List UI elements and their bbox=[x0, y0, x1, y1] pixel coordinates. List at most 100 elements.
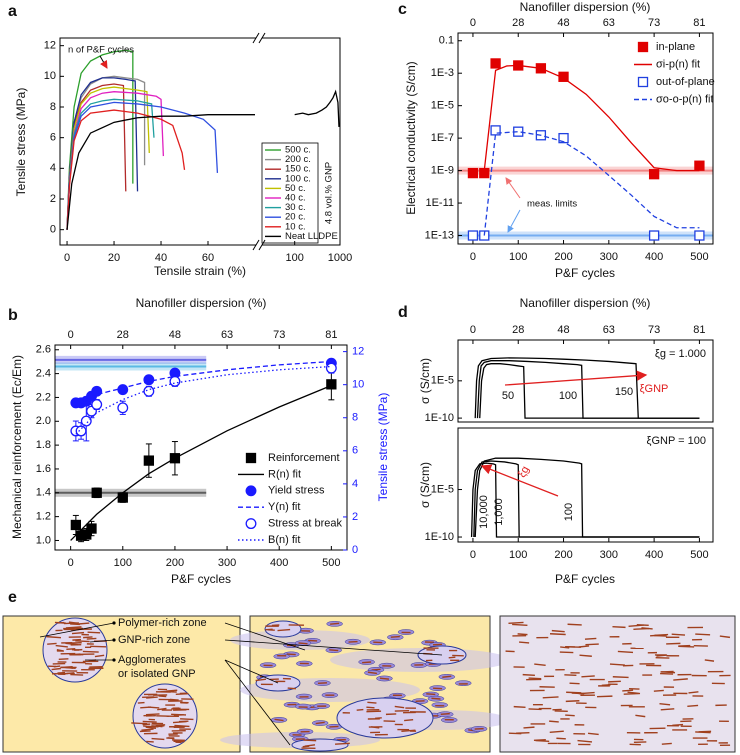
gnp-flake bbox=[542, 696, 559, 699]
gnp-flake bbox=[653, 689, 664, 692]
y-tick-label: 1E-9 bbox=[431, 164, 454, 176]
x-tick-label: 0 bbox=[64, 252, 70, 264]
x2-tick-label: 0 bbox=[68, 329, 74, 341]
legend-label: 10 c. bbox=[285, 221, 306, 232]
data-point bbox=[143, 374, 155, 386]
legend-label: 40 c. bbox=[285, 193, 306, 204]
legend-label: Yield stress bbox=[268, 485, 325, 497]
y-axis-title: σ (S/cm) bbox=[418, 462, 432, 508]
y-tick-label: 8 bbox=[50, 101, 56, 113]
x2-tick-label: 48 bbox=[557, 17, 569, 29]
x2-tick-label: 28 bbox=[117, 329, 129, 341]
gnp-flake bbox=[70, 673, 84, 676]
gnp-flake bbox=[329, 649, 339, 652]
fit-line bbox=[75, 360, 332, 406]
gnp-flake bbox=[366, 706, 375, 709]
gnp-flake bbox=[65, 642, 79, 646]
data-point bbox=[326, 379, 337, 390]
x-axis-title: P&F cycles bbox=[555, 572, 615, 586]
x-tick-label: 20 bbox=[108, 252, 120, 264]
gnp-flake bbox=[298, 642, 308, 645]
fit-line bbox=[70, 384, 332, 541]
gnp-flake bbox=[401, 729, 416, 732]
gnp-flake bbox=[426, 693, 436, 696]
gnp-flake bbox=[64, 672, 75, 675]
x2-axis-title: Nanofiller dispersion (%) bbox=[136, 296, 267, 310]
annotation: 4.8 vol.% GNP bbox=[324, 162, 335, 224]
x2-tick-label: 63 bbox=[221, 329, 233, 341]
y-tick-label: 1.8 bbox=[36, 439, 51, 451]
gnp-flake bbox=[271, 624, 280, 627]
gnp-flake bbox=[78, 622, 90, 625]
x2-tick-label: 73 bbox=[648, 17, 660, 29]
y-tick-label: 1E-5 bbox=[431, 375, 454, 387]
annotation: ξg = 1.000 bbox=[655, 348, 706, 360]
data-point bbox=[117, 402, 129, 414]
gnp-flake bbox=[330, 622, 340, 625]
legend-label: 500 c. bbox=[285, 145, 311, 156]
legend-label: 50 c. bbox=[285, 183, 306, 194]
gnp-flake bbox=[551, 629, 565, 633]
gnp-flake bbox=[308, 639, 318, 642]
y-tick-label: 1.6 bbox=[36, 463, 51, 475]
gnp-flake bbox=[673, 678, 688, 681]
x-tick-label: 0 bbox=[470, 549, 476, 561]
gnp-flake bbox=[678, 645, 695, 648]
data-point bbox=[558, 132, 569, 144]
gnp-flake bbox=[597, 695, 613, 698]
y-tick-label: 1E-10 bbox=[425, 531, 454, 543]
x2-tick-label: 28 bbox=[512, 324, 524, 336]
gnp-flake bbox=[180, 718, 194, 721]
y-axis-title: Electrical conductivity (S/cm) bbox=[404, 61, 418, 214]
y2-tick-label: 2 bbox=[352, 511, 358, 523]
panel-letter: d bbox=[398, 304, 408, 321]
y-axis-title: Mechanical reinforcement (Ec/Em) bbox=[10, 355, 24, 539]
data-point bbox=[86, 523, 97, 534]
gnp-flake bbox=[145, 726, 157, 729]
panel-letter: b bbox=[8, 307, 18, 324]
gnp-flake bbox=[54, 621, 67, 624]
gnp-flake bbox=[587, 732, 599, 736]
data-point bbox=[117, 384, 129, 396]
gnp-flake bbox=[72, 638, 82, 641]
x2-tick-label: 0 bbox=[470, 324, 476, 336]
x-tick-label: 400 bbox=[270, 557, 288, 569]
gnp-flake bbox=[513, 705, 526, 708]
gnp-flake bbox=[660, 671, 676, 674]
y2-tick-label: 6 bbox=[352, 445, 358, 457]
x-tick-label: 100 bbox=[114, 557, 132, 569]
x-tick-label: 500 bbox=[322, 557, 340, 569]
gnp-flake bbox=[567, 623, 582, 626]
gnp-flake bbox=[612, 626, 626, 629]
plot-frame bbox=[457, 427, 714, 543]
gnp-flake bbox=[304, 744, 316, 747]
curve-label: 100 bbox=[559, 390, 577, 402]
gnp-flake bbox=[87, 631, 101, 634]
data-point bbox=[70, 519, 82, 531]
data-point bbox=[117, 492, 128, 503]
x-axis-title: P&F cycles bbox=[555, 266, 615, 280]
x2-tick-label: 28 bbox=[512, 17, 524, 29]
legend-swatch bbox=[245, 518, 257, 530]
data-line bbox=[66, 49, 134, 230]
gnp-flake bbox=[303, 739, 317, 742]
gnp-flake bbox=[560, 646, 570, 649]
scheme-label: GNP-rich zone bbox=[118, 634, 190, 646]
leader-line bbox=[39, 622, 115, 638]
y2-tick-label: 4 bbox=[352, 478, 358, 490]
data-line bbox=[66, 89, 340, 230]
data-point bbox=[648, 230, 660, 241]
y-tick-label: 1.2 bbox=[36, 511, 51, 523]
curve-label: 10,000 bbox=[478, 495, 490, 529]
gnp-flake bbox=[431, 697, 441, 700]
y-tick-label: 4 bbox=[50, 162, 56, 174]
y-tick-label: 2.6 bbox=[36, 344, 51, 356]
y2-tick-label: 12 bbox=[352, 346, 364, 358]
gnp-flake bbox=[566, 691, 582, 694]
legend-label: 200 c. bbox=[285, 154, 311, 165]
gnp-flake bbox=[628, 624, 644, 628]
data-point bbox=[490, 125, 501, 136]
legend-label: Y(n) fit bbox=[268, 501, 300, 513]
gnp-flake bbox=[75, 640, 90, 643]
x2-tick-label: 81 bbox=[693, 324, 705, 336]
